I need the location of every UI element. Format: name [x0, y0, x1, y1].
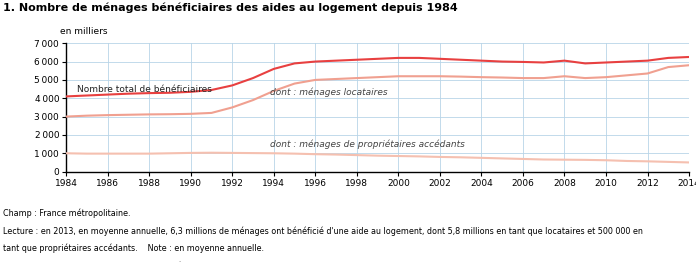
Text: Champ : France métropolitaine.: Champ : France métropolitaine. [3, 208, 131, 218]
Text: en milliers: en milliers [60, 26, 107, 36]
Text: Nombre total de bénéficiaires: Nombre total de bénéficiaires [77, 85, 212, 95]
Text: dont : ménages locataires: dont : ménages locataires [269, 87, 387, 97]
Text: Lecture : en 2013, en moyenne annuelle, 6,3 millions de ménages ont bénéficié d': Lecture : en 2013, en moyenne annuelle, … [3, 226, 643, 236]
Text: 1. Nombre de ménages bénéficiaires des aides au logement depuis 1984: 1. Nombre de ménages bénéficiaires des a… [3, 3, 458, 13]
Text: tant que propriétaires accédants.    Note : en moyenne annuelle.: tant que propriétaires accédants. Note :… [3, 244, 264, 253]
Text: dont : ménages de propriétaires accédants: dont : ménages de propriétaires accédant… [269, 139, 464, 149]
